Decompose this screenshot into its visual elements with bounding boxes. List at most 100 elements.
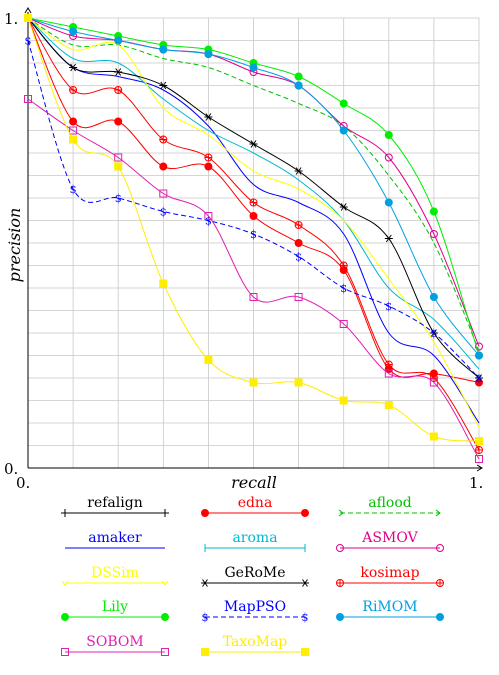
legend-label-aroma: aroma (232, 530, 277, 546)
data-point-kosimap-9 (429, 374, 438, 382)
marker-shape (204, 162, 213, 171)
marker-shape (294, 293, 303, 301)
legend-entry-kosimap: kosimap (336, 565, 444, 587)
legend-entry-taxomap: TaxoMap (201, 634, 309, 656)
marker-shape (69, 126, 78, 135)
data-point-mappso-3: $ (160, 206, 167, 219)
marker-stroke (204, 113, 213, 121)
series-line-amaker (27, 17, 480, 424)
axes: 0. 1. 0. 1. recall precision (4, 7, 483, 492)
marker-shape (249, 378, 258, 387)
legend-marker-start (201, 648, 209, 656)
marker-shape (339, 396, 348, 405)
legend-marker-start: $ (202, 611, 209, 624)
data-point-sobom-6 (294, 293, 303, 301)
legend-marker-end (436, 579, 444, 587)
data-point-gerome-1 (69, 63, 78, 72)
legend-marker-end (435, 509, 441, 517)
marker-shape (429, 293, 438, 301)
marker-text: $ (70, 183, 77, 196)
legend-entry-aflood: aflood (338, 495, 441, 517)
data-point-gerome-6 (294, 167, 303, 175)
marker-shape (114, 117, 123, 126)
data-point-taxomap-6 (294, 378, 303, 387)
marker-text: $ (476, 372, 483, 385)
marker-stroke (295, 221, 303, 229)
legend-marker-start (338, 509, 344, 517)
legend-label-gerome: GeRoMe (224, 565, 285, 581)
marker-shape (429, 432, 438, 441)
legend-label-dssim: DSSim (91, 565, 139, 581)
marker-stroke (475, 446, 483, 454)
marker-text: $ (430, 327, 437, 340)
marker-shape (159, 279, 168, 288)
data-point-rimom-8 (384, 198, 393, 207)
y-axis-arrow (24, 7, 32, 14)
legend-entry-lily: Lily (61, 599, 169, 621)
marker-stroke (294, 167, 303, 175)
marker-shape (429, 230, 438, 238)
marker-text: $ (385, 300, 392, 313)
series-line-rimom (27, 17, 480, 356)
marker-stroke (250, 199, 257, 206)
data-point-edna-4 (204, 162, 213, 171)
marker-stroke (159, 136, 167, 143)
legend-marker-end: $ (302, 611, 309, 624)
marker-shape (159, 45, 168, 54)
legend-entry-dssim: DSSim (61, 565, 169, 586)
legend-entry-asmov: ASMOV (336, 530, 444, 552)
legend-marker-start (61, 613, 69, 621)
marker-shape (159, 162, 168, 171)
data-point-taxomap-7 (339, 396, 348, 405)
marker-shape (429, 207, 438, 216)
marker-shape (201, 509, 209, 517)
marker-shape (69, 135, 78, 144)
data-point-rimom-9 (429, 293, 438, 301)
data-point-edna-1 (69, 117, 78, 126)
marker-shape (475, 351, 483, 360)
marker-stroke (436, 579, 444, 587)
series-sobom (24, 95, 483, 463)
legend-label-rimom: RiMOM (362, 599, 417, 615)
marker-shape (294, 72, 303, 81)
marker-text: $ (295, 251, 302, 264)
marker-shape (384, 198, 393, 207)
marker-shape (201, 648, 209, 656)
marker-shape (69, 27, 78, 36)
legend-marker-end (436, 544, 444, 552)
legend-label-mappso: MapPSO (224, 599, 286, 615)
marker-shape (294, 378, 303, 387)
marker-text: $ (160, 206, 167, 219)
marker-shape (61, 613, 69, 621)
data-point-gerome-7 (339, 203, 348, 211)
data-point-asmov-8 (384, 153, 393, 162)
series-line-dssim (27, 17, 480, 428)
legend-entry-rimom: RiMOM (336, 599, 444, 621)
data-point-edna-2 (114, 117, 123, 126)
series-mappso: $ $ $ $ $ $ $ $ $ $ $ (25, 35, 483, 386)
data-point-rimom-6 (294, 81, 303, 90)
marker-shape (436, 544, 444, 552)
data-point-lily-6 (294, 72, 303, 81)
legend-label-lily: Lily (102, 599, 128, 615)
data-point-sobom-2 (114, 153, 123, 162)
marker-stroke (114, 68, 123, 76)
y-axis-label: precision (5, 208, 24, 283)
legend-marker-end (301, 579, 309, 587)
data-point-rimom-2 (114, 36, 123, 45)
marker-shape (384, 153, 393, 162)
marker-text: $ (302, 611, 309, 624)
marker-shape (336, 613, 344, 621)
marker-shape (429, 378, 438, 387)
data-point-sobom-1 (69, 126, 78, 135)
data-point-rimom-5 (249, 63, 258, 72)
data-point-sobom-4 (204, 212, 213, 220)
marker-shape (24, 14, 32, 22)
marker-text: $ (115, 192, 122, 205)
data-point-gerome-2 (114, 68, 123, 76)
series-line-gerome (27, 17, 480, 379)
legend-label-taxomap: TaxoMap (223, 634, 288, 650)
data-point-mappso-2: $ (115, 192, 122, 205)
legend-marker-end (161, 509, 169, 517)
data-point-mappso-5: $ (250, 228, 257, 241)
